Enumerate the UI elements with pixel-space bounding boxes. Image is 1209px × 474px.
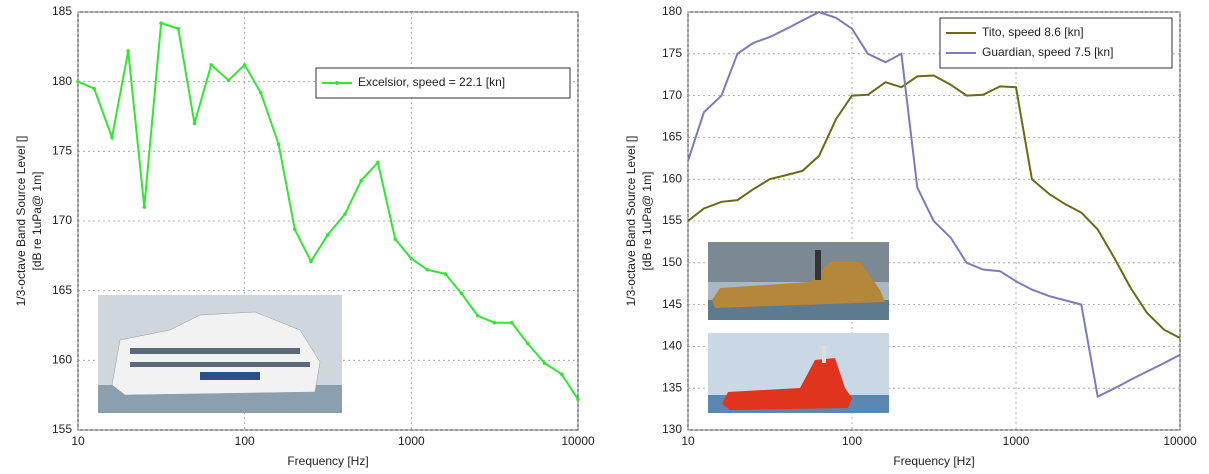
point (576, 397, 580, 402)
point (542, 361, 547, 365)
y-tick-label: 175 (662, 46, 682, 60)
y-tick-label: 170 (662, 88, 682, 102)
y-tick-label: 180 (662, 4, 682, 18)
y-tick-label: 180 (52, 74, 72, 88)
y-tick-label: 155 (52, 422, 72, 436)
point (343, 212, 347, 216)
y-axis-label: [dB re 1uPa@ 1m] (640, 172, 654, 271)
point (325, 233, 330, 237)
point (159, 21, 163, 25)
point (425, 267, 430, 272)
ferry-photo (98, 295, 342, 413)
point (475, 313, 480, 318)
y-tick-label: 175 (52, 144, 72, 158)
point (92, 86, 96, 91)
series-line (687, 74, 1181, 339)
point (393, 237, 397, 241)
y-tick-label: 165 (52, 283, 72, 297)
point (509, 320, 514, 325)
point (176, 26, 181, 31)
y-tick-label: 185 (52, 4, 72, 18)
legend-label: Excelsior, speed = 22.1 [kn] (358, 75, 505, 89)
point (309, 259, 313, 264)
tug-photo-2 (708, 333, 889, 413)
point (259, 91, 263, 95)
legend-label: Guardian, speed 7.5 [kn] (982, 45, 1113, 59)
y-tick-label: 165 (662, 130, 682, 144)
photos (98, 242, 889, 413)
point (142, 205, 147, 209)
x-axis-label: Frequency [Hz] (287, 454, 368, 468)
point (526, 341, 530, 346)
x-tick-label: 10 (71, 434, 85, 448)
y-axis-label: 1/3-octave Band Source Level [] (14, 136, 28, 307)
point (126, 49, 130, 53)
y-tick-label: 140 (662, 339, 682, 353)
x-tick-label: 1000 (398, 434, 425, 448)
y-axis-label: [dB re 1uPa@ 1m] (30, 172, 44, 271)
x-tick-label: 100 (842, 434, 862, 448)
x-tick-label: 100 (235, 434, 255, 448)
y-tick-label: 155 (662, 213, 682, 227)
y-tick-label: 145 (662, 297, 682, 311)
point (409, 256, 414, 261)
y-tick-label: 130 (662, 422, 682, 436)
point (293, 227, 297, 232)
y-tick-label: 160 (662, 171, 682, 185)
point (376, 160, 380, 165)
x-tick-label: 10 (681, 434, 695, 448)
y-tick-label: 150 (662, 255, 682, 269)
point (110, 135, 114, 140)
point (492, 320, 497, 325)
point (276, 142, 281, 147)
legend-marker (335, 81, 339, 85)
point (209, 63, 214, 67)
x-tick-label: 1000 (1003, 434, 1030, 448)
point (192, 121, 197, 126)
tug-photo-1 (708, 242, 889, 320)
y-axis-label: 1/3-octave Band Source Level [] (624, 136, 638, 307)
y-tick-label: 170 (52, 213, 72, 227)
point (443, 272, 448, 276)
legend-label: Tito, speed 8.6 [kn] (982, 25, 1084, 39)
x-axis-label: Frequency [Hz] (893, 454, 974, 468)
y-tick-label: 160 (52, 353, 72, 367)
point (560, 372, 564, 377)
series-line (687, 10, 1181, 399)
legend-box (315, 67, 571, 99)
point (226, 78, 231, 83)
y-tick-label: 135 (662, 380, 682, 394)
legend-box (939, 17, 1173, 69)
point (359, 178, 363, 183)
x-tick-label: 10000 (561, 434, 595, 448)
point (459, 291, 464, 296)
x-tick-label: 10000 (1163, 434, 1197, 448)
point (242, 63, 247, 67)
point (76, 79, 80, 84)
